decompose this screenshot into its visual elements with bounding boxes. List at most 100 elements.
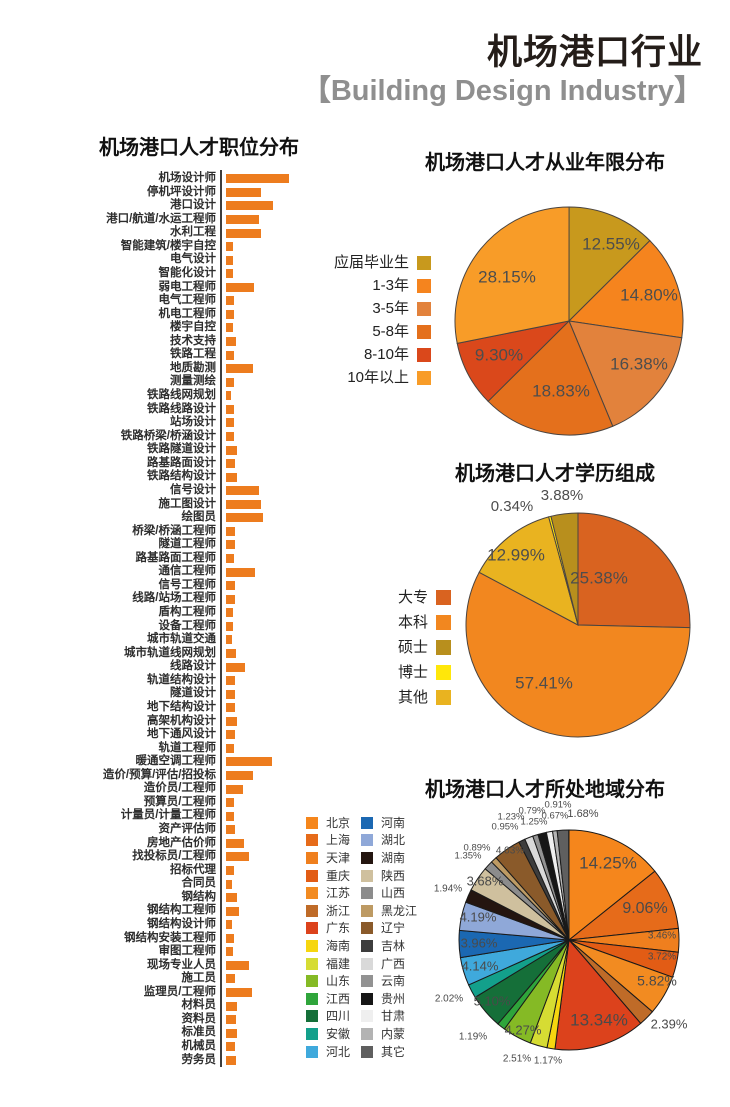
bar-label: 电气工程师 — [158, 294, 217, 307]
bar-row: 地下结构设计 — [30, 701, 330, 715]
pie-slice — [487, 320, 614, 436]
bar-row: 路基路面设计 — [30, 457, 330, 471]
bar — [226, 608, 233, 618]
bar-label: 隧道设计 — [170, 687, 216, 700]
legend-item: 其它 — [361, 1043, 423, 1061]
region-pie-legend-col1: 北京 上海 天津 重庆 江苏 浙江 广东 海南 福建 山东 江西 四川 安徽 河北 — [306, 814, 368, 1060]
legend-label: 湖北 — [381, 833, 406, 848]
bar-row: 隧道工程师 — [30, 538, 330, 552]
legend-swatch — [361, 834, 373, 847]
legend-item: 江苏 — [306, 884, 368, 902]
pie-slice-value-label: 4.14% — [462, 958, 499, 973]
pie-slice-value-label: 0.79% — [519, 806, 546, 817]
legend-swatch — [361, 1010, 373, 1023]
bar-row: 港口设计 — [30, 199, 330, 213]
bar — [226, 269, 233, 279]
bar-label: 隧道工程师 — [158, 538, 217, 551]
pie-slice-value-label: 13.34% — [570, 1010, 628, 1029]
region-pie-chart: 14.25% 9.06% 3.46% 3.72% 5.82% 2.39% 13.34% 1.1… — [434, 800, 688, 1067]
legend-item: 浙江 — [306, 902, 368, 920]
bar-row: 铁路隧道设计 — [30, 443, 330, 457]
legend-label: 海南 — [326, 938, 351, 953]
pie-slice-value-label: 0.91% — [545, 800, 572, 811]
bar-label: 电气设计 — [170, 253, 216, 266]
bar — [226, 920, 232, 930]
legend-label: 应届毕业生 — [333, 254, 409, 271]
legend-swatch — [361, 816, 373, 829]
bar-row: 钢结构 — [30, 891, 330, 905]
bar-row: 材料员 — [30, 999, 330, 1013]
legend-swatch — [306, 834, 318, 847]
bar-label: 合同员 — [181, 877, 217, 890]
bar-row: 盾构工程师 — [30, 606, 330, 620]
bar-label: 线路/站场工程师 — [132, 592, 216, 605]
bar-row: 铁路线路设计 — [30, 403, 330, 417]
pie-slice — [454, 206, 570, 344]
pie-slice-value-label: 25.38% — [570, 568, 628, 587]
pie-slice — [550, 512, 579, 626]
bar-row: 设备工程师 — [30, 620, 330, 634]
bar — [226, 581, 235, 591]
legend-item: 云南 — [361, 972, 423, 990]
bar-row: 电气工程师 — [30, 294, 330, 308]
bar-row: 找投标员/工程师 — [30, 850, 330, 864]
bar-row: 电气设计 — [30, 253, 330, 267]
experience-pie-title: 机场港口人才从业年限分布 — [425, 152, 665, 174]
pie-slice — [577, 512, 691, 629]
bar — [226, 974, 235, 984]
legend-item: 辽宁 — [361, 920, 423, 938]
bar — [226, 635, 232, 645]
bar-row: 楼宇自控 — [30, 321, 330, 335]
pie-slice-value-label: 2.51% — [503, 1054, 531, 1065]
legend-item: 陕西 — [361, 867, 423, 885]
bar-label: 测量测绘 — [170, 375, 216, 388]
legend-label: 云南 — [381, 974, 406, 989]
bar-row: 技术支持 — [30, 335, 330, 349]
legend-label: 吉林 — [381, 938, 406, 953]
legend-item: 10年以上 — [335, 366, 431, 389]
bar-label: 招标代理 — [170, 863, 216, 876]
bar-label: 钢结构设计师 — [147, 917, 216, 930]
bar — [226, 540, 235, 550]
legend-swatch — [417, 370, 431, 385]
bar-row: 智能建筑/楼宇自控 — [30, 240, 330, 254]
bar — [226, 309, 234, 319]
bar — [226, 418, 234, 428]
bar-row: 地下通风设计 — [30, 728, 330, 742]
legend-swatch — [436, 690, 451, 705]
experience-pie-chart: 12.55% 14.80% 16.38% 18.83% 9.30% 28.15% — [454, 206, 684, 436]
legend-swatch — [417, 347, 431, 362]
pie-slice-value-label: 1.94% — [434, 884, 462, 895]
bar-label: 施工图设计 — [158, 497, 217, 510]
bar-row: 机电工程师 — [30, 308, 330, 322]
bar — [226, 431, 234, 441]
legend-swatch — [306, 922, 318, 935]
bar-label: 审图工程师 — [158, 945, 217, 958]
region-pie-title: 机场港口人才所处地域分布 — [425, 779, 665, 801]
bar-label: 楼宇自控 — [170, 321, 216, 334]
bar-row: 路基路面工程师 — [30, 552, 330, 566]
bar — [226, 825, 235, 835]
legend-label: 辽宁 — [381, 921, 406, 936]
bar-row: 线路设计 — [30, 660, 330, 674]
pie-slice — [568, 829, 656, 942]
bar — [226, 228, 261, 238]
pie-slice-value-label: 3.96% — [461, 935, 498, 950]
legend-label: 河南 — [381, 815, 406, 830]
pie-slice-value-label: 0.95% — [492, 822, 519, 833]
legend-item: 1-3年 — [335, 274, 431, 297]
experience-pie-legend: 应届毕业生 1-3年 3-5年 5-8年 8-10年 10年以上 — [333, 251, 431, 389]
legend-swatch — [436, 590, 451, 605]
pie-slice-value-label: 3.46% — [648, 931, 676, 942]
legend-label: 其他 — [397, 689, 428, 706]
bar-label: 钢结构 — [181, 890, 217, 903]
bar-row: 轨道工程师 — [30, 742, 330, 756]
legend-swatch — [436, 665, 451, 680]
bar-row: 高架机构设计 — [30, 715, 330, 729]
bar-row: 桥梁/桥涵工程师 — [30, 525, 330, 539]
legend-item: 广东 — [306, 920, 368, 938]
bar — [226, 282, 254, 292]
bar-label: 信号设计 — [170, 483, 216, 496]
bar — [226, 743, 234, 753]
bar — [226, 703, 235, 713]
